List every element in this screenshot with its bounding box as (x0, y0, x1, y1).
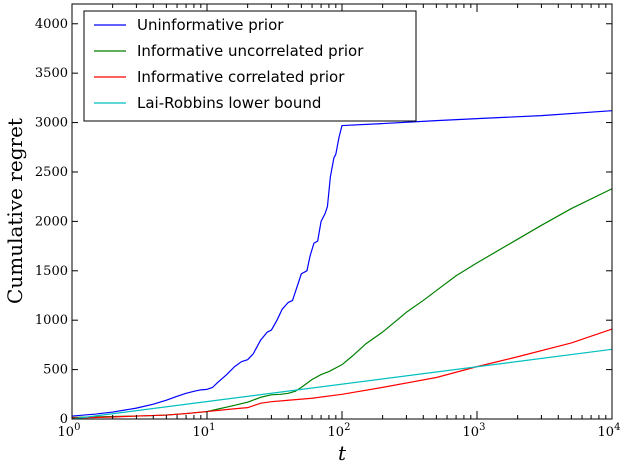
y-tick-label: 3000 (35, 116, 68, 131)
legend-label: Uninformative prior (137, 16, 284, 34)
y-tick-label: 1000 (35, 313, 68, 328)
x-tick-label: 101 (193, 422, 216, 440)
ticks-layer: 0 500 1000 1500 2000 2500 3000 3500 4000 100 101 10… (35, 4, 621, 440)
y-tick-label: 4000 (35, 17, 68, 32)
series-line-1 (71, 110, 613, 417)
x-tick-label: 102 (328, 422, 351, 440)
x-tick-label: 100 (58, 422, 81, 440)
legend-box (83, 10, 417, 122)
y-tick-label: 2000 (35, 214, 68, 229)
y-tick-label: 2500 (35, 165, 68, 180)
legend: Uninformative prior Informative uncorrela… (83, 10, 417, 122)
x-axis-label: t (338, 441, 347, 465)
legend-label: Lai-Robbins lower bound (137, 94, 321, 112)
y-tick-label: 500 (43, 363, 68, 378)
x-tick-label: 104 (598, 422, 621, 440)
legend-label: Informative uncorrelated prior (137, 42, 364, 60)
y-tick-label: 3500 (35, 66, 68, 81)
series-line-2 (71, 188, 613, 419)
series-layer (71, 110, 613, 420)
x-tick-label: 103 (463, 422, 486, 440)
y-tick-label: 1500 (35, 264, 68, 279)
legend-label: Informative correlated prior (137, 68, 345, 86)
y-tick-label: 0 (60, 412, 68, 427)
y-axis-label: Cumulative regret (3, 118, 27, 304)
series-line-4 (71, 348, 613, 420)
